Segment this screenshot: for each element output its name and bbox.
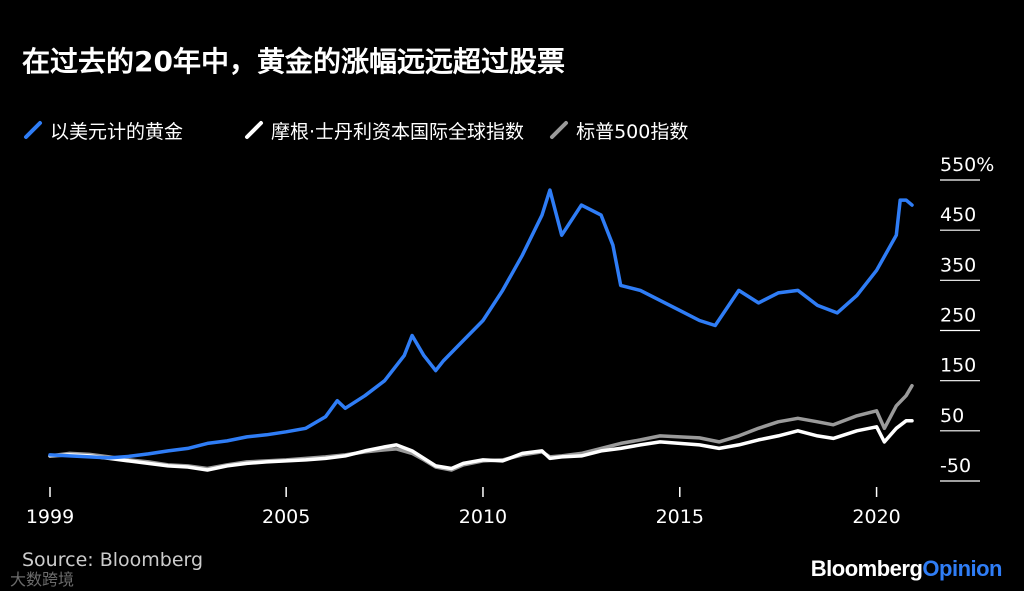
brand-logo-part1: Bloomberg bbox=[810, 556, 923, 581]
series-line-sp500 bbox=[48, 383, 914, 472]
legend-label-msci: 摩根·士丹利资本国际全球指数 bbox=[271, 120, 525, 143]
x-tick-label-1999: 1999 bbox=[26, 506, 74, 528]
y-tick-label-2: 350 bbox=[940, 254, 976, 276]
series-line-gold bbox=[48, 188, 914, 460]
y-tick-label-1: 450 bbox=[940, 204, 976, 226]
watermark: 大数跨境 bbox=[10, 570, 75, 589]
y-tick-label-0: 550% bbox=[940, 154, 994, 176]
legend-label-sp500: 标普500指数 bbox=[576, 120, 689, 143]
x-tick-label-2015: 2015 bbox=[656, 506, 704, 528]
x-tick-label-2020: 2020 bbox=[852, 506, 900, 528]
y-tick-label-5: 50 bbox=[940, 405, 964, 427]
y-tick-label-6: -50 bbox=[940, 455, 971, 477]
legend-swatch-msci bbox=[245, 121, 264, 139]
brand-logo: BloombergOpinion bbox=[810, 556, 1003, 582]
chart-title: 在过去的20年中，黄金的涨幅远远超过股票 bbox=[22, 45, 565, 78]
legend-item-gold: 以美元计的黄金 bbox=[22, 117, 183, 144]
chart-legend: 以美元计的黄金 摩根·士丹利资本国际全球指数 标普500指数 bbox=[22, 117, 688, 144]
y-tick-label-4: 150 bbox=[940, 355, 976, 377]
legend-label-gold: 以美元计的黄金 bbox=[50, 120, 184, 143]
brand-logo-part2: Opinion bbox=[922, 556, 1002, 581]
y-tick-label-3: 250 bbox=[940, 305, 976, 327]
legend-item-msci: 摩根·士丹利资本国际全球指数 bbox=[243, 117, 524, 144]
x-tick-label-2005: 2005 bbox=[262, 506, 310, 528]
legend-item-sp500: 标普500指数 bbox=[548, 117, 688, 144]
x-tick-label-2010: 2010 bbox=[459, 506, 507, 528]
legend-swatch-gold bbox=[24, 121, 42, 139]
source-note: Source: Bloomberg bbox=[22, 549, 204, 571]
legend-swatch-sp500 bbox=[550, 121, 569, 139]
series-line-msci bbox=[48, 419, 914, 472]
